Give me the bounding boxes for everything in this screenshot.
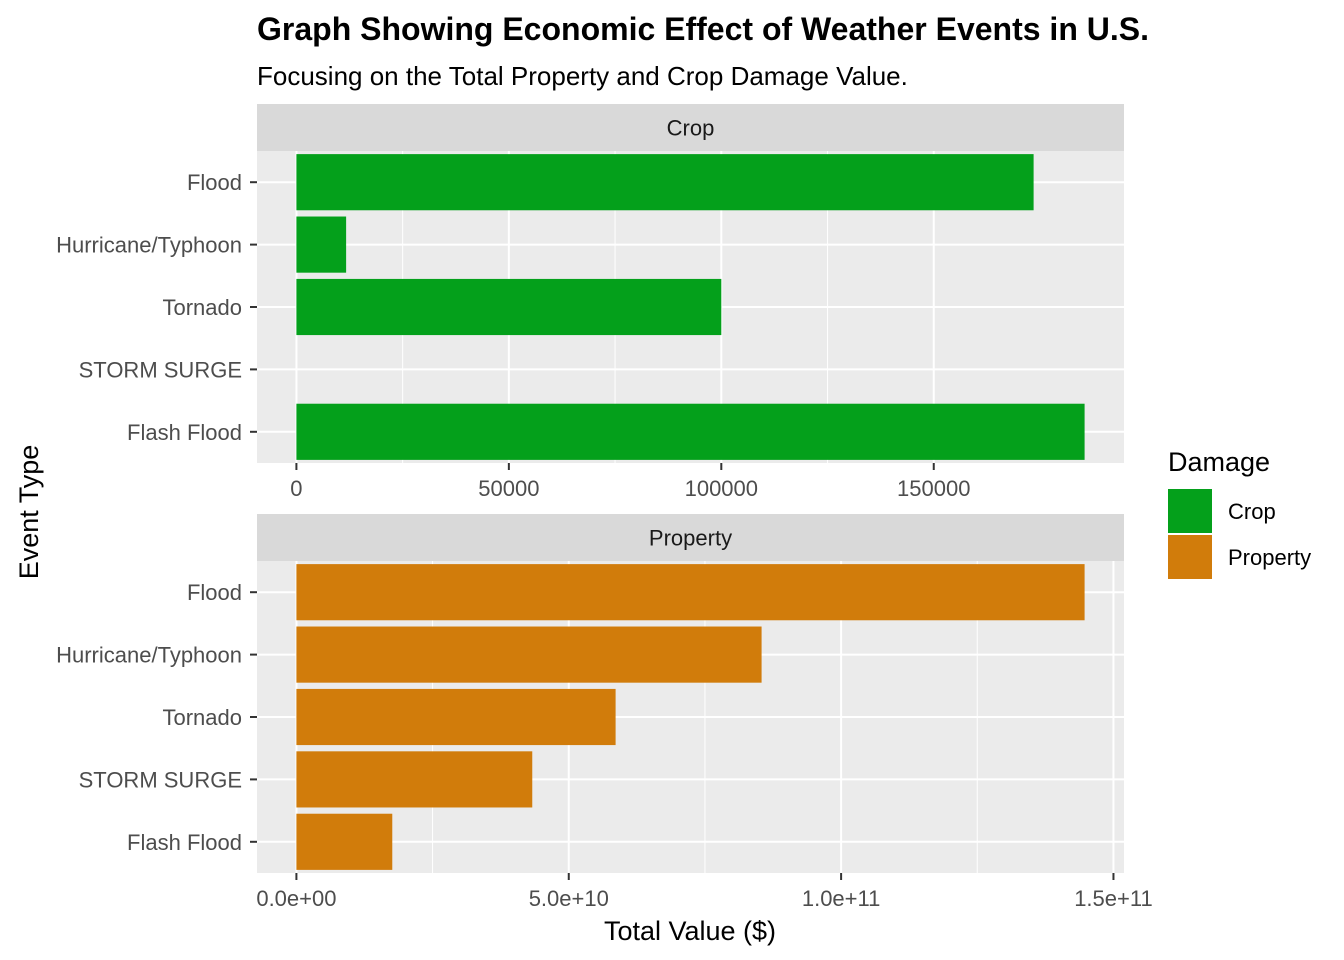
legend-title: Damage (1168, 447, 1270, 477)
bar-property (296, 751, 533, 808)
y-tick-label: Flash Flood (127, 830, 242, 855)
y-tick-label: Flash Flood (127, 420, 242, 445)
x-tick-label: 0.0e+00 (256, 886, 336, 911)
y-tick-label: Tornado (162, 295, 242, 320)
facet-strip-label: Crop (667, 116, 715, 141)
y-tick-label: Hurricane/Typhoon (56, 643, 242, 668)
bar-property (296, 813, 393, 870)
y-tick-label: Flood (187, 170, 242, 195)
x-tick-label: 1.5e+11 (1074, 886, 1153, 911)
facet-strip (257, 514, 1124, 561)
x-tick-label: 50000 (478, 476, 539, 501)
x-tick-label: 100000 (685, 476, 758, 501)
y-tick-label: Hurricane/Typhoon (56, 233, 242, 258)
bar-crop (296, 278, 722, 336)
y-tick-label: STORM SURGE (79, 357, 242, 382)
legend: Damage Crop Property (1168, 447, 1311, 579)
legend-label: Crop (1228, 499, 1276, 524)
bar-crop (296, 154, 1034, 211)
facet-property: Property Flood Hurricane/Typhoon Tornado STO… (56, 514, 1153, 911)
chart-title: Graph Showing Economic Effect of Weather… (257, 11, 1149, 47)
x-tick-label: 0 (290, 476, 302, 501)
facet-panels: Crop Flood Hurricane/Typhoon Tornado STORM S… (56, 104, 1153, 911)
bar-property (296, 626, 762, 683)
bar-crop (296, 403, 1085, 460)
facet-strip (257, 104, 1124, 151)
y-tick-label: STORM SURGE (79, 767, 242, 792)
bar-crop (296, 216, 347, 273)
x-tick-label: 150000 (897, 476, 970, 501)
facet-strip-label: Property (649, 526, 732, 551)
y-tick-label: Tornado (162, 705, 242, 730)
y-tick-label: Flood (187, 580, 242, 605)
facet-crop: Crop Flood Hurricane/Typhoon Tornado STORM S… (56, 104, 1124, 501)
bar-property (296, 564, 1085, 621)
x-axis-title: Total Value ($) (604, 916, 776, 946)
legend-key-crop (1168, 489, 1212, 533)
bar-property (296, 688, 616, 746)
x-tick-label: 1.0e+11 (802, 886, 881, 911)
chart-subtitle: Focusing on the Total Property and Crop … (257, 61, 908, 91)
legend-key-property (1168, 535, 1212, 579)
legend-label: Property (1228, 545, 1311, 570)
x-tick-label: 5.0e+10 (529, 886, 609, 911)
y-axis-title: Event Type (14, 445, 44, 580)
